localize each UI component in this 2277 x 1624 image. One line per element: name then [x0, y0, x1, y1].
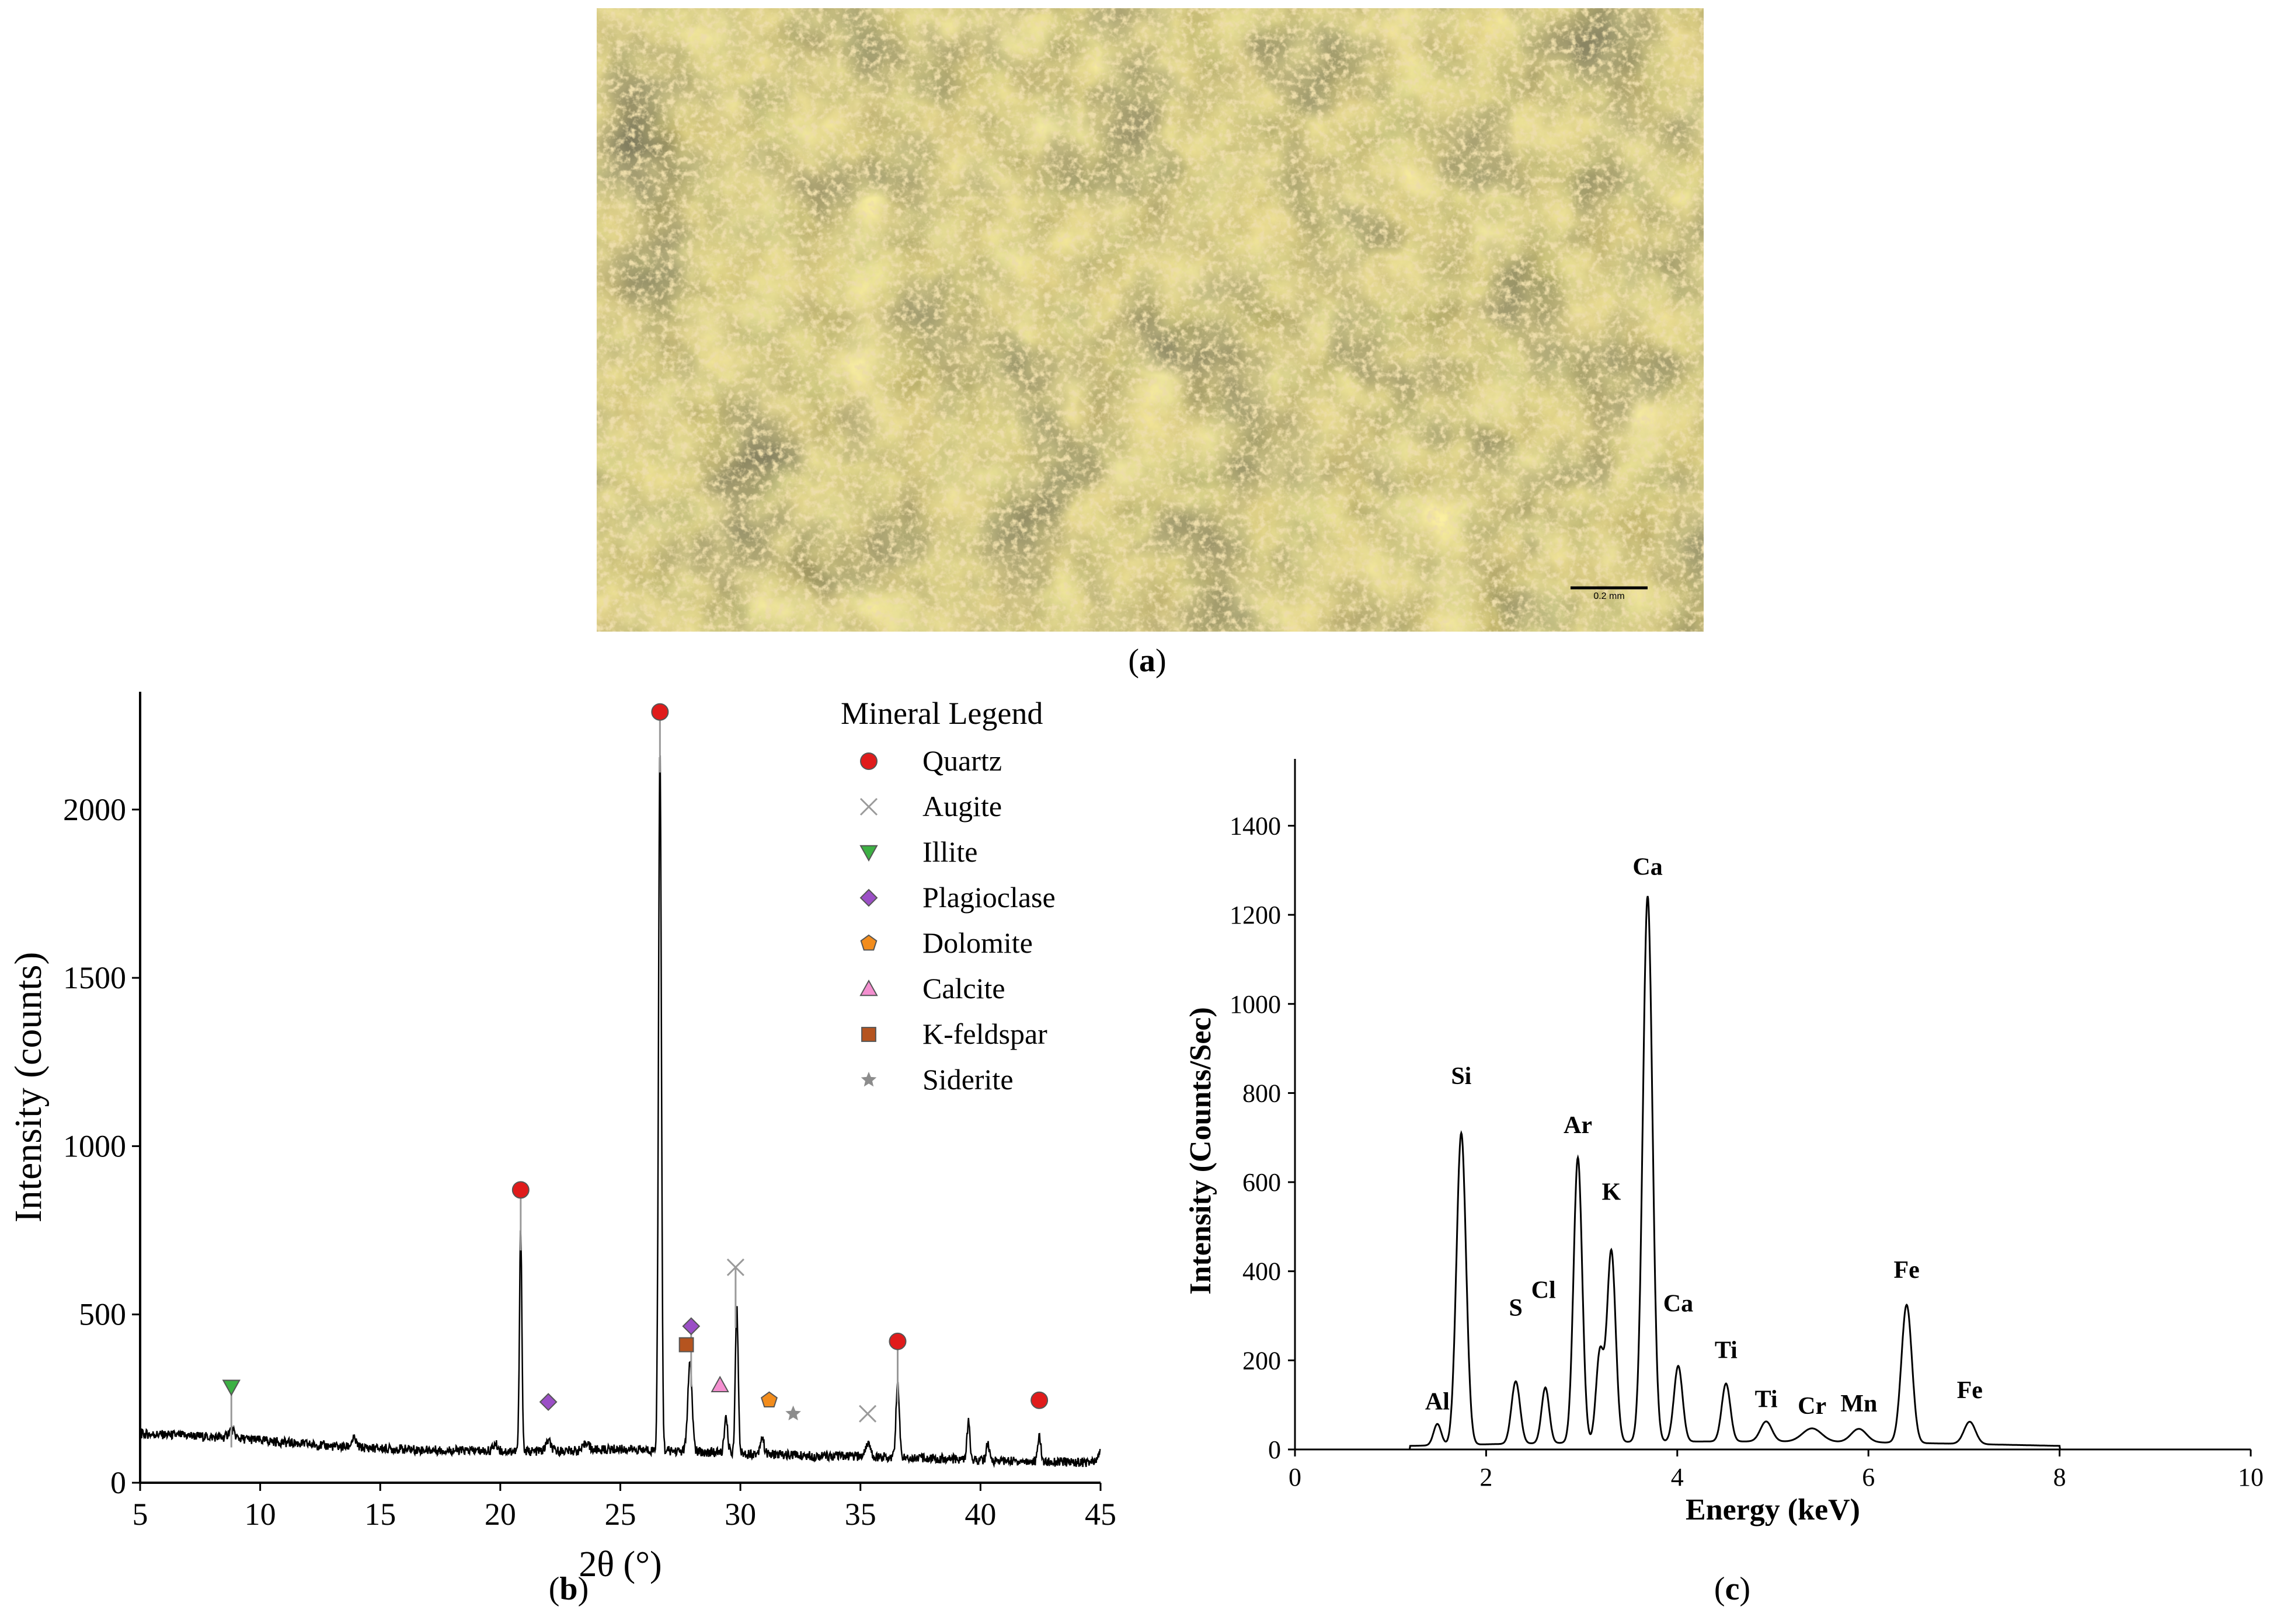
- legend-title: Mineral Legend: [841, 696, 1043, 731]
- x-tick-label: 25: [605, 1497, 636, 1532]
- peak-marker-plagioclase: [539, 1393, 558, 1412]
- x-tick-label: 0: [1289, 1463, 1301, 1491]
- eds-chart: 0 200 400 600 800 1000 1200 1400 0 2 4 6 8 10 Energy (…: [1184, 759, 2264, 1527]
- legend-marker-siderite: [861, 1072, 877, 1087]
- legend-label: K-feldspar: [922, 1017, 1047, 1050]
- y-tick-label: 800: [1242, 1079, 1281, 1107]
- peak-marker-calcite: [711, 1375, 729, 1392]
- x-tick-label: 45: [1085, 1497, 1116, 1532]
- peak-marker-siderite: [785, 1405, 801, 1421]
- legend-label: Siderite: [922, 1063, 1014, 1096]
- peak-label: Fe: [1957, 1377, 1983, 1404]
- y-tick-label: 200: [1242, 1346, 1281, 1375]
- caption-b: (b): [548, 1571, 589, 1607]
- xrd-chart: 0 500 1000 1500 2000 5 10 15 20 25 30 35 40 45 2θ (°) I…: [7, 692, 1116, 1584]
- legend-marker-quartz: [860, 752, 878, 770]
- x-tick-label: 2: [1479, 1463, 1492, 1491]
- legend-marker-dolomite: [860, 934, 878, 951]
- microscope-photo: 0.2 mm: [597, 8, 1704, 632]
- peak-label: Ca: [1663, 1290, 1693, 1317]
- y-tick-label: 500: [79, 1297, 126, 1332]
- y-tick-label: 1400: [1230, 811, 1281, 840]
- y-tick-label: 0: [1268, 1435, 1281, 1464]
- y-tick-label: 1000: [1230, 990, 1281, 1019]
- legend-label: Calcite: [922, 972, 1005, 1005]
- x-tick-label: 20: [485, 1497, 516, 1532]
- peak-marker-quartz: [889, 1332, 907, 1350]
- y-tick-label: 600: [1242, 1168, 1281, 1197]
- peak-marker-dolomite: [760, 1391, 778, 1408]
- x-tick-label: 6: [1862, 1463, 1875, 1491]
- legend-marker-k-feldspar: [861, 1027, 876, 1042]
- peak-marker-plagioclase: [682, 1317, 701, 1336]
- caption-c: (c): [1714, 1571, 1751, 1607]
- xrd-series-line: [139, 755, 1101, 1468]
- peak-marker-augite: [726, 1258, 744, 1277]
- peak-label: Cl: [1531, 1277, 1556, 1304]
- y-tick-label: 1200: [1230, 901, 1281, 929]
- peak-marker-quartz: [1030, 1391, 1049, 1409]
- legend-label: Quartz: [922, 744, 1002, 777]
- legend-marker-plagioclase: [859, 888, 878, 907]
- peak-marker-illite: [222, 1379, 241, 1396]
- x-axis-label: Energy (keV): [1686, 1493, 1860, 1527]
- legend-marker-illite: [859, 845, 878, 862]
- photo-texture: 0.2 mm: [597, 8, 1704, 632]
- peak-label: Ar: [1564, 1112, 1592, 1139]
- peak-label: K: [1602, 1179, 1621, 1206]
- legend-marker-calcite: [859, 979, 878, 996]
- legend-label: Dolomite: [922, 926, 1033, 959]
- y-tick-label: 400: [1242, 1257, 1281, 1286]
- y-axis-label: Intensity (counts): [7, 952, 50, 1223]
- y-tick-label: 1500: [63, 960, 126, 995]
- eds-series-line: [1295, 895, 2251, 1451]
- x-tick-label: 10: [2238, 1463, 2264, 1491]
- scale-bar-label: 0.2 mm: [1593, 591, 1624, 601]
- x-tick-label: 40: [965, 1497, 996, 1532]
- peak-label: Mn: [1840, 1390, 1877, 1417]
- x-tick-label: 30: [725, 1497, 756, 1532]
- x-tick-label: 5: [133, 1497, 148, 1532]
- peak-label: Si: [1451, 1063, 1471, 1090]
- peak-marker-quartz: [511, 1181, 530, 1199]
- peak-label: Ti: [1715, 1337, 1738, 1364]
- legend-label: Augite: [922, 790, 1002, 823]
- legend-marker-augite: [859, 797, 878, 816]
- peak-label: Al: [1425, 1388, 1450, 1415]
- x-tick-label: 10: [245, 1497, 276, 1532]
- peak-marker-quartz: [651, 703, 669, 721]
- peak-marker-k-feldspar: [678, 1337, 694, 1353]
- peak-label: Ti: [1755, 1386, 1778, 1413]
- peak-label: Cr: [1798, 1393, 1826, 1420]
- x-tick-label: 8: [2053, 1463, 2066, 1491]
- y-tick-label: 2000: [63, 792, 126, 827]
- x-tick-label: 4: [1671, 1463, 1684, 1491]
- x-tick-label: 15: [364, 1497, 396, 1532]
- caption-a: (a): [1128, 643, 1167, 679]
- peak-label: S: [1509, 1295, 1522, 1322]
- x-tick-label: 35: [845, 1497, 876, 1532]
- peak-marker-augite: [859, 1405, 877, 1423]
- x-axis-label: 2θ (°): [579, 1545, 661, 1584]
- legend-label: Illite: [922, 835, 977, 868]
- peak-label: Ca: [1632, 853, 1662, 880]
- legend-label: Plagioclase: [922, 881, 1056, 914]
- y-tick-label: 0: [110, 1465, 126, 1500]
- peak-label: Fe: [1894, 1257, 1920, 1284]
- y-axis-label: Intensity (Counts/Sec): [1184, 1007, 1217, 1295]
- y-tick-label: 1000: [63, 1128, 126, 1163]
